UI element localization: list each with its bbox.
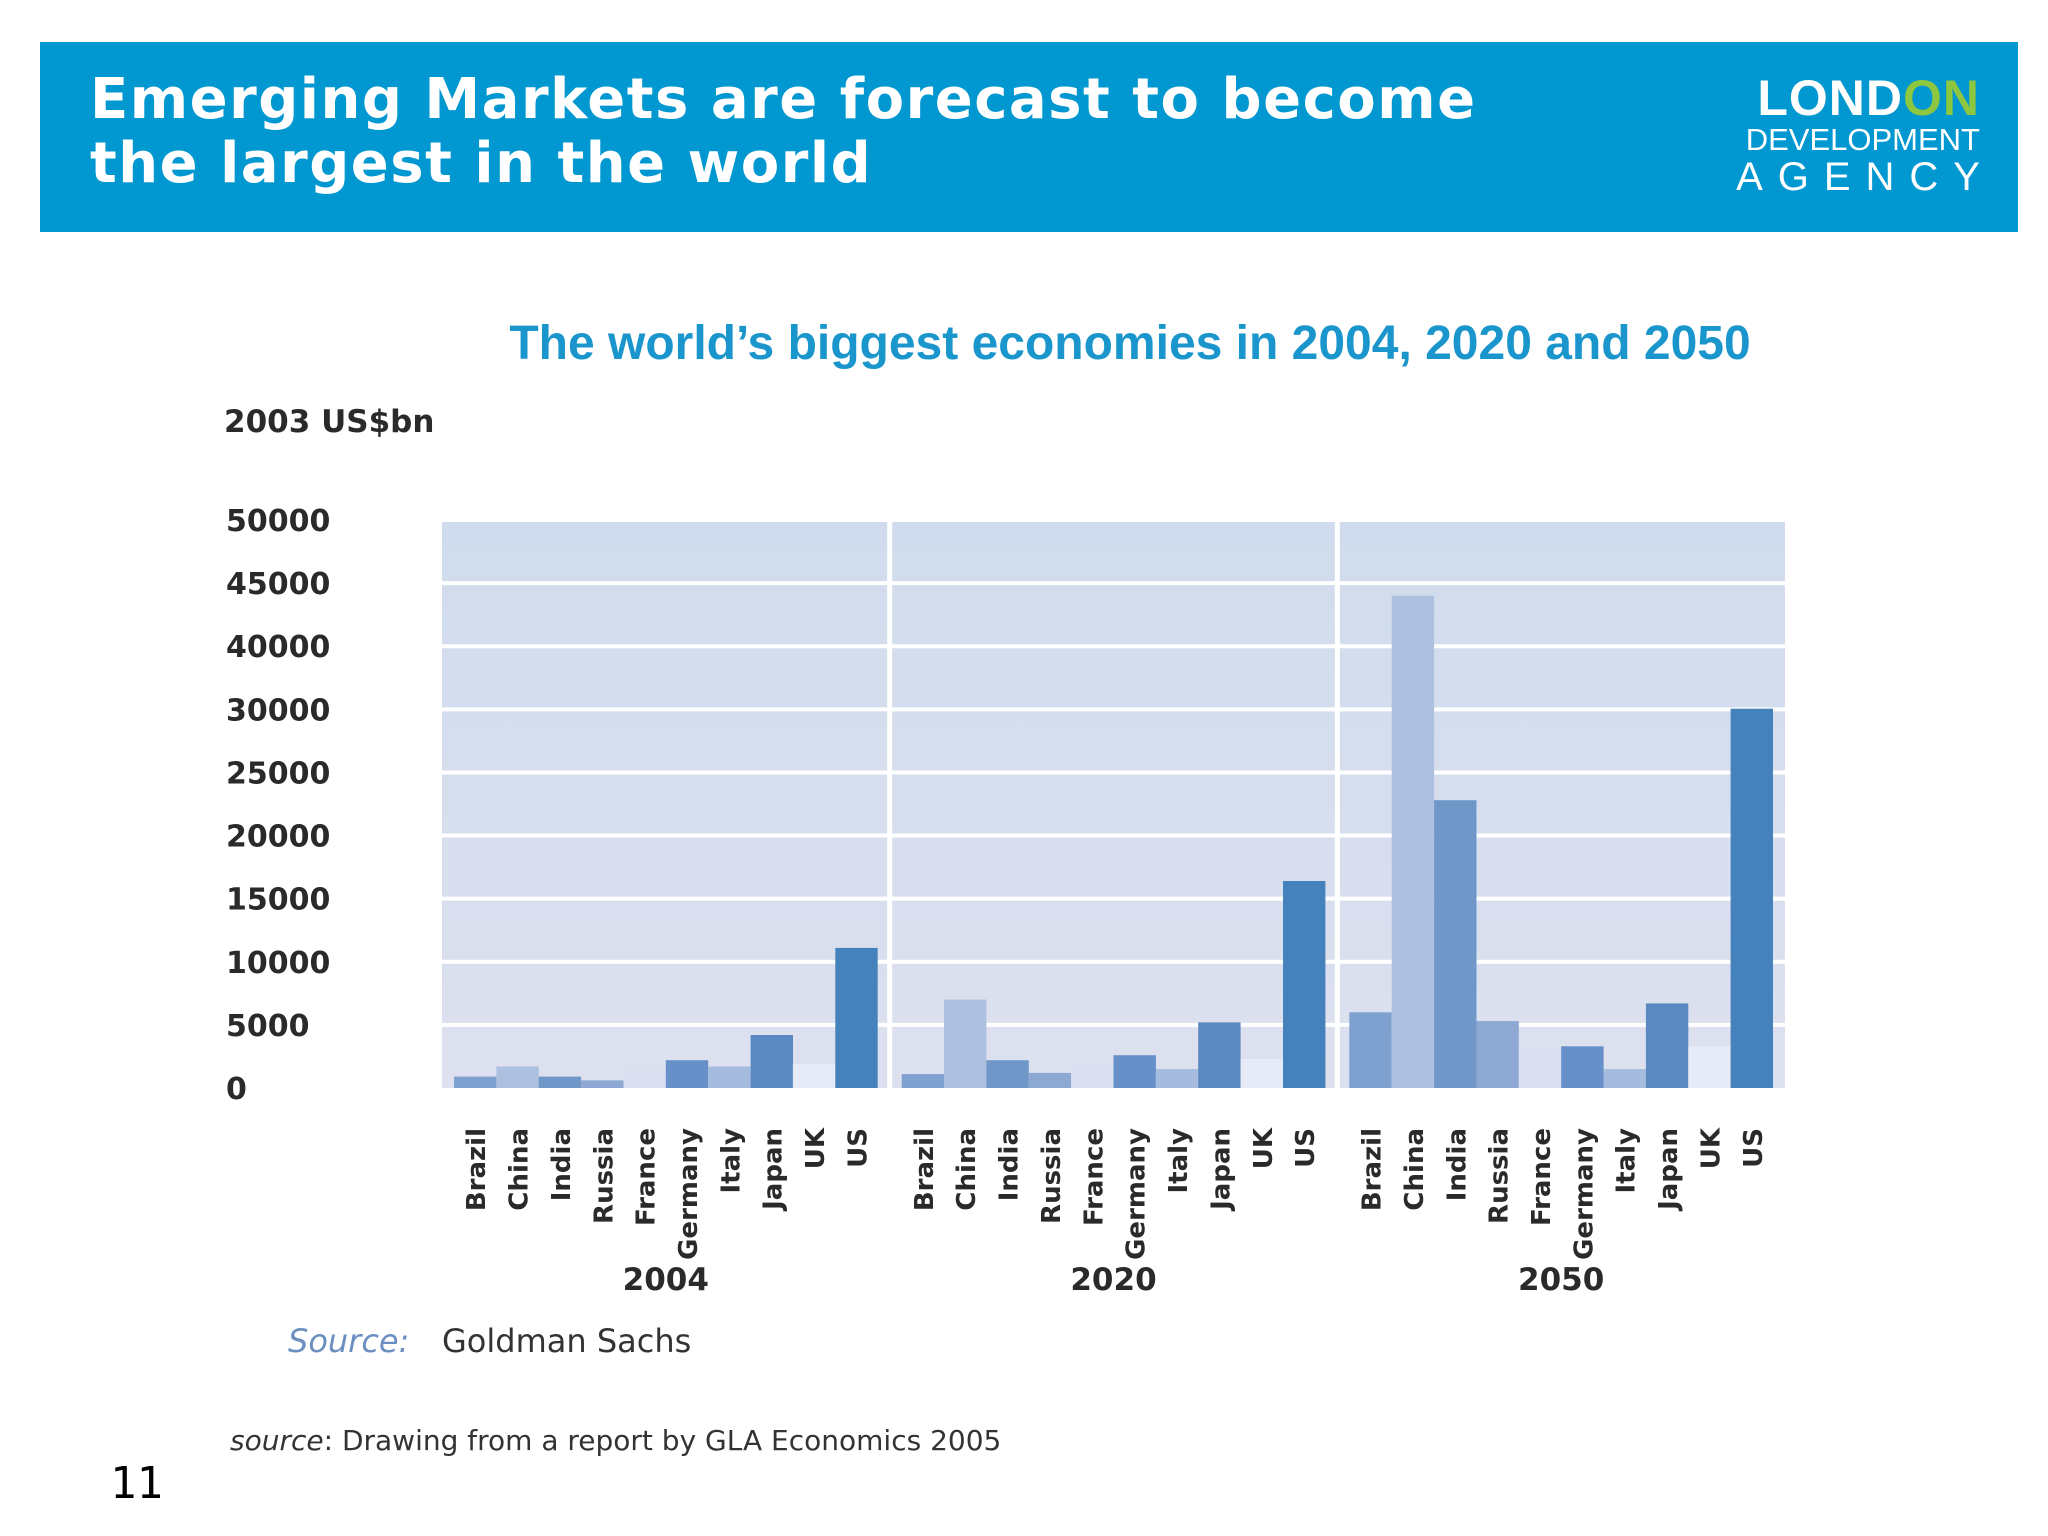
x-tick-label: Germany — [1569, 1128, 1599, 1260]
x-tick-label: Italy — [1612, 1128, 1642, 1194]
x-tick-label: India — [547, 1128, 577, 1201]
x-tick-label: Brazil — [1358, 1128, 1388, 1211]
y-tick-labels: 0 5000 10000 15000 20000 25000 30000 40000 45000… — [226, 504, 330, 1107]
bar-2050-france — [1518, 1050, 1562, 1088]
bar-2020-us — [1283, 881, 1326, 1088]
x-tick-label: UK — [801, 1127, 831, 1169]
x-tick-label: France — [632, 1128, 662, 1226]
source-value: Goldman Sachs — [442, 1322, 692, 1360]
y-tick-label: 0 — [226, 1072, 247, 1107]
y-tick-label: 5000 — [226, 1009, 310, 1044]
title-banner: Emerging Markets are forecast to become … — [40, 42, 2018, 232]
bar-2004-india — [538, 1076, 582, 1088]
bar-2050-germany — [1561, 1046, 1604, 1088]
x-tick-label: Italy — [716, 1128, 746, 1194]
group-labels: 2004 2020 2050 — [623, 1262, 1605, 1298]
y-tick-label: 10000 — [226, 946, 330, 981]
logo-on: ON — [1903, 70, 1980, 126]
chart-title: The world’s biggest economies in 2004, 2… — [509, 317, 1751, 370]
plot-background — [442, 520, 1785, 1088]
bar-2004-china — [496, 1066, 539, 1088]
bar-2020-france — [1071, 1062, 1114, 1088]
x-tick-label: China — [505, 1128, 535, 1211]
y-axis-unit-label: 2003 US$bn — [224, 404, 435, 440]
y-tick-label: 30000 — [226, 693, 330, 728]
x-tick-label: France — [1079, 1128, 1109, 1226]
bar-2020-uk — [1240, 1059, 1283, 1088]
group-label-2020: 2020 — [1070, 1262, 1156, 1298]
y-tick-label: 45000 — [226, 567, 330, 602]
x-tick-label: France — [1527, 1128, 1557, 1226]
bar-chart: 0 5000 10000 15000 20000 25000 30000 40000 45000… — [226, 504, 1785, 1298]
footnote: source: Drawing from a report by GLA Eco… — [230, 1424, 1001, 1457]
footnote-source-word: source — [230, 1424, 324, 1457]
y-tick-label: 40000 — [226, 630, 330, 665]
bar-2050-uk — [1688, 1046, 1731, 1088]
logo-line-2: DEVELOPMENT — [1745, 122, 1980, 157]
x-tick-label: Russia — [1485, 1128, 1515, 1224]
page-number: 11 — [110, 1458, 163, 1509]
group-label-2004: 2004 — [623, 1262, 709, 1298]
bars — [454, 595, 1773, 1088]
x-tick-label: Japan — [1654, 1128, 1684, 1212]
bar-2050-us — [1730, 708, 1773, 1088]
x-tick-label: Italy — [1164, 1128, 1194, 1194]
x-tick-label: Brazil — [910, 1128, 940, 1211]
logo-line-1: LONDON — [1720, 72, 1980, 124]
bar-2050-brazil — [1349, 1012, 1392, 1088]
bar-2020-italy — [1155, 1069, 1199, 1088]
x-tick-label: Russia — [589, 1128, 619, 1224]
bar-2050-japan — [1645, 1003, 1689, 1088]
bar-2004-us — [835, 947, 878, 1088]
x-tick-label: Germany — [1122, 1128, 1152, 1260]
x-tick-label: US — [1291, 1128, 1321, 1168]
x-tick-label: US — [1739, 1128, 1769, 1168]
x-tick-label: India — [995, 1128, 1025, 1201]
x-tick-label: US — [844, 1128, 874, 1168]
x-tick-label: Germany — [674, 1128, 704, 1260]
group-label-2050: 2050 — [1518, 1262, 1604, 1298]
bar-2004-brazil — [454, 1076, 497, 1088]
y-tick-label: 25000 — [226, 756, 330, 791]
bar-2050-russia — [1476, 1021, 1519, 1088]
bar-2004-uk — [792, 1064, 836, 1088]
bar-2050-india — [1434, 800, 1477, 1088]
bar-2020-india — [986, 1060, 1029, 1088]
y-tick-label: 50000 — [226, 504, 330, 539]
x-tick-label: Brazil — [462, 1128, 492, 1211]
source-label: Source: — [288, 1322, 410, 1360]
bar-2020-russia — [1028, 1072, 1072, 1088]
bar-2050-china — [1391, 595, 1435, 1088]
bar-2004-russia — [581, 1080, 624, 1088]
bar-2004-france — [623, 1070, 666, 1088]
x-tick-label: UK — [1697, 1127, 1727, 1169]
bar-2020-brazil — [901, 1074, 945, 1088]
bar-2020-germany — [1113, 1055, 1156, 1088]
bar-2020-china — [944, 999, 987, 1088]
x-tick-label: China — [952, 1128, 982, 1211]
logo-lond: LOND — [1757, 70, 1903, 126]
x-tick-label: Japan — [1206, 1128, 1236, 1212]
x-tick-label: Russia — [1037, 1128, 1067, 1224]
bar-2020-japan — [1198, 1022, 1241, 1088]
london-development-agency-logo: LONDON DEVELOPMENT AGENCY — [1720, 72, 1980, 198]
bar-2004-italy — [708, 1066, 751, 1088]
slide-title: Emerging Markets are forecast to become … — [90, 67, 1477, 196]
x-tick-label: India — [1442, 1128, 1472, 1201]
x-tick-label: Japan — [759, 1128, 789, 1212]
bar-2004-japan — [750, 1035, 793, 1088]
logo-line-3: AGENCY — [1736, 155, 1995, 199]
x-tick-label: China — [1400, 1128, 1430, 1211]
y-tick-label: 15000 — [226, 883, 330, 918]
gridlines — [442, 518, 1785, 1027]
footnote-text: : Drawing from a report by GLA Economics… — [323, 1424, 1002, 1457]
bar-2004-germany — [665, 1060, 709, 1088]
x-tick-label: UK — [1249, 1127, 1279, 1169]
group-dividers — [887, 520, 1340, 1088]
y-tick-label: 20000 — [226, 820, 330, 855]
bar-2050-italy — [1603, 1069, 1646, 1088]
x-tick-labels: Brazil China India Russia France Germany Italy… — [462, 1127, 1769, 1260]
